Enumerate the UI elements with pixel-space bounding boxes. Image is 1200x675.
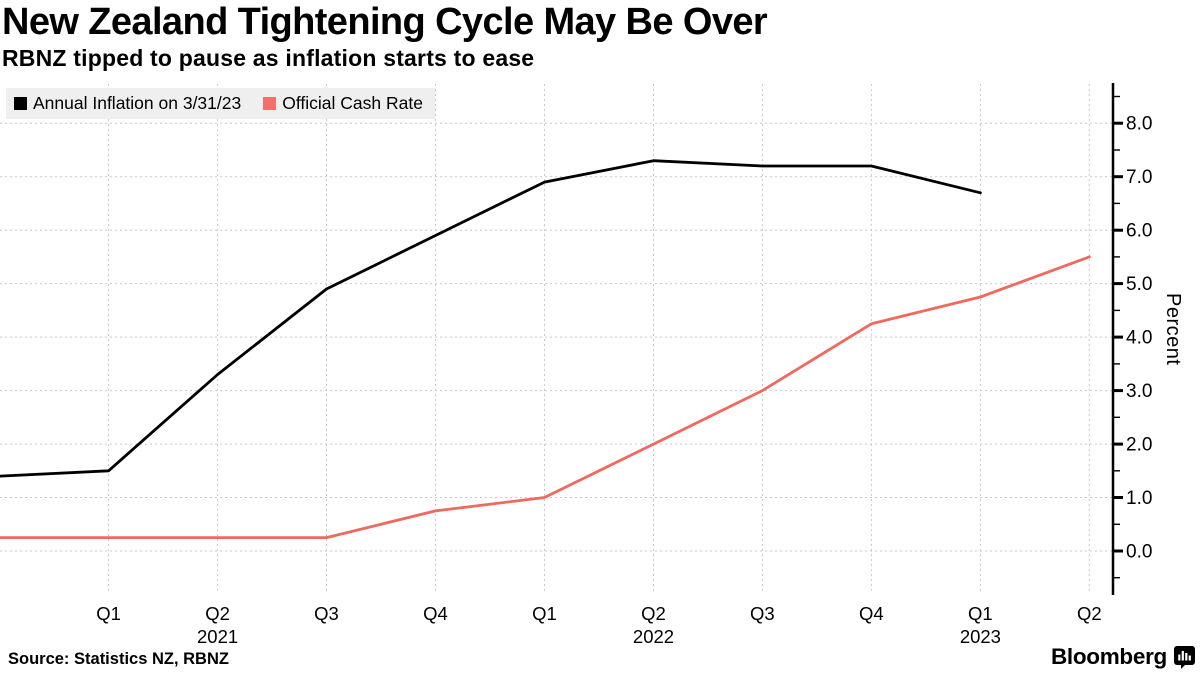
- legend-swatch-black-icon: [14, 97, 27, 110]
- x-tick-label: Q1: [968, 603, 993, 624]
- source-note: Source: Statistics NZ, RBNZ: [8, 650, 229, 668]
- y-axis-title: Percent: [1162, 293, 1184, 366]
- legend-label: Annual Inflation on 3/31/23: [33, 93, 242, 113]
- x-tick-label: Q4: [423, 603, 448, 624]
- y-tick-label: 4.0: [1126, 328, 1152, 349]
- series-annual-inflation-on-3-31-23: [0, 159, 982, 478]
- x-year-label: 2021: [197, 626, 238, 647]
- page-subtitle: RBNZ tipped to pause as inflation starts…: [2, 45, 535, 71]
- x-tick-label: Q1: [532, 603, 557, 624]
- y-tick-label: 5.0: [1126, 274, 1152, 295]
- x-tick-label: Q2: [1077, 603, 1102, 624]
- x-tick-label: Q1: [96, 603, 121, 624]
- page-title: New Zealand Tightening Cycle May Be Over: [2, 1, 768, 43]
- bloomberg-logo: Bloomberg: [1051, 644, 1195, 670]
- y-tick-label: 0.0: [1126, 542, 1152, 563]
- x-tick-label: Q2: [641, 603, 666, 624]
- y-tick-label: 3.0: [1126, 381, 1152, 402]
- legend-item-official-cash-rate: Official Cash Rate: [263, 93, 423, 114]
- x-tick-label: Q2: [205, 603, 230, 624]
- bloomberg-logo-text: Bloomberg: [1050, 644, 1167, 669]
- x-tick-label: Q3: [750, 603, 775, 624]
- x-tick-label: Q3: [314, 603, 339, 624]
- legend-label: Official Cash Rate: [282, 93, 423, 113]
- y-tick-label: 1.0: [1126, 488, 1152, 509]
- x-year-label: 2022: [633, 626, 674, 647]
- v-gridlines: [108, 84, 1090, 593]
- y-tick-label: 7.0: [1126, 167, 1152, 188]
- bloomberg-chart-icon: [1174, 645, 1195, 669]
- legend-item-annual-inflation: Annual Inflation on 3/31/23: [14, 93, 241, 114]
- series-official-cash-rate: [0, 255, 1091, 539]
- y-tick-label: 2.0: [1126, 435, 1152, 456]
- x-tick-label: Q4: [859, 603, 884, 624]
- y-axis-ticks: 0.0 1.0 2.0 3.0 4.0 5.0 6.0 7.0 8.0: [1113, 95, 1152, 579]
- x-year-label: 2023: [960, 626, 1001, 647]
- y-tick-label: 6.0: [1126, 221, 1152, 242]
- y-tick-label: 8.0: [1126, 114, 1152, 135]
- legend-swatch-red-icon: [263, 97, 277, 110]
- h-gridlines: [0, 122, 1113, 552]
- legend: Annual Inflation on 3/31/23 Official Cas…: [6, 88, 435, 119]
